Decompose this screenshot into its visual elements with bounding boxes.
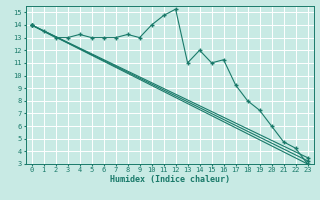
X-axis label: Humidex (Indice chaleur): Humidex (Indice chaleur) [109,175,230,184]
